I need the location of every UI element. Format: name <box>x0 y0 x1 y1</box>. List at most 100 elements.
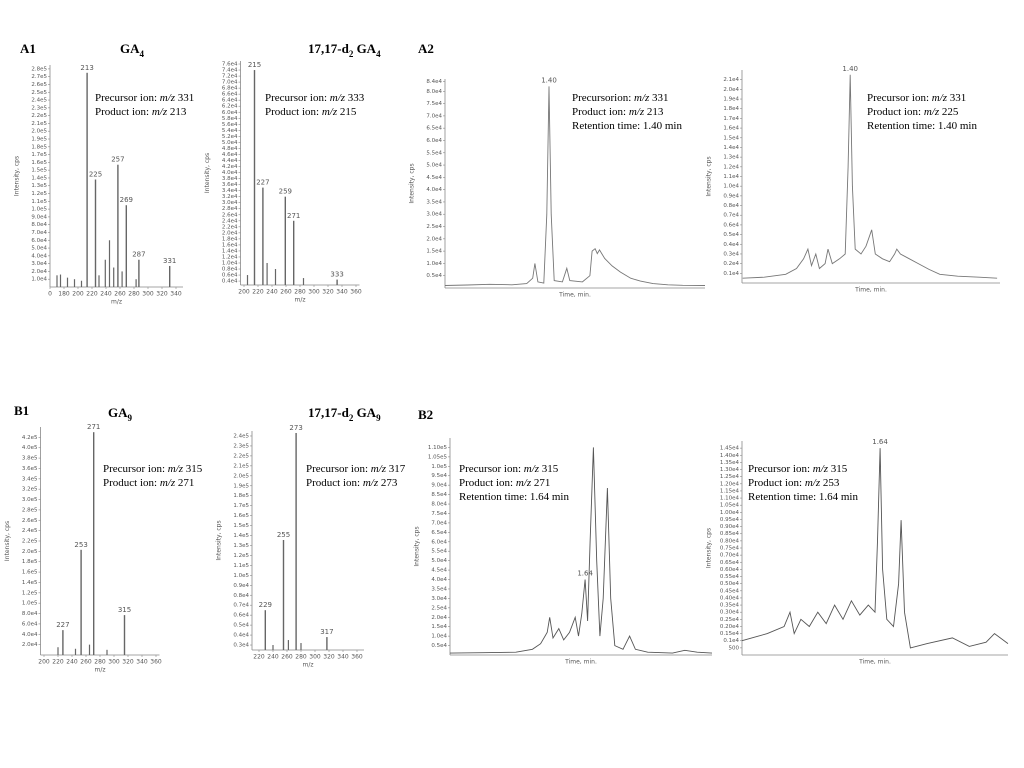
peak-label: 287 <box>132 251 145 259</box>
title-part: 9 <box>128 413 133 423</box>
title-part: GA <box>108 405 128 420</box>
y-tick-label: 6.2e4 <box>222 104 238 110</box>
y-tick-label: 1.4e4 <box>723 145 739 151</box>
note-part: 333 <box>345 92 365 104</box>
peak <box>264 610 266 650</box>
y-tick-label: 0.30e4 <box>720 610 740 616</box>
y-tick-label: 1.4e5 <box>233 533 249 539</box>
note: Retention time: 1.64 min <box>748 491 858 503</box>
y-tick-label: 5.6e4 <box>222 122 238 128</box>
y-tick-label: 3.8e4 <box>222 176 238 182</box>
y-tick-label: 4.8e4 <box>222 146 238 152</box>
note-part: Precursorion: <box>572 92 634 104</box>
note-part: Product ion: <box>572 106 629 118</box>
note-part: 213 <box>644 106 664 118</box>
x-tick-label: 240 <box>267 654 279 661</box>
y-tick-label: 4.0e5 <box>22 445 38 451</box>
note-part: m/z <box>330 92 346 104</box>
y-tick-label: 1.1e5 <box>31 199 47 205</box>
y-tick-label: 1.0e4 <box>426 261 442 267</box>
y-tick-label: 5.5e4 <box>431 549 447 555</box>
note-part: Precursor ion: <box>459 463 524 475</box>
minor-peak <box>246 275 249 285</box>
y-tick-label: 2.2e5 <box>22 539 38 545</box>
trace <box>444 86 706 286</box>
note: Product ion: m/z 213 <box>95 106 187 118</box>
note-part: Precursor ion: <box>306 463 371 475</box>
peak-label: 255 <box>277 531 290 539</box>
peak-label: 1.64 <box>577 570 593 578</box>
note-part: Product ion: <box>306 477 363 489</box>
y-tick-label: 5.0e4 <box>431 558 447 564</box>
y-tick-label: 0.70e4 <box>720 553 740 559</box>
y-axis-label: Intensity, cps <box>414 526 421 566</box>
y-tick-label: 6.5e4 <box>431 530 447 536</box>
y-tick-label: 1.0e5 <box>431 464 447 470</box>
y-tick-label: 0.5e4 <box>723 232 739 238</box>
y-tick-label: 2.4e4 <box>222 218 238 224</box>
peak-label: 1.64 <box>872 438 888 446</box>
y-axis-label: Intensity, cps <box>706 528 713 568</box>
x-tick-label: 0 <box>48 291 52 298</box>
minor-peak <box>104 259 106 287</box>
panel-label: A2 <box>418 41 434 56</box>
y-tick-label: 1.3e5 <box>233 543 249 549</box>
title-part: 2 <box>349 49 354 59</box>
peak <box>336 279 338 285</box>
x-tick-label: 320 <box>322 289 334 296</box>
y-tick-label: 6.5e4 <box>426 126 442 132</box>
note: Retention time: 1.40 min <box>572 120 682 132</box>
peak-label: 257 <box>111 156 124 164</box>
trace <box>741 448 1009 649</box>
x-tick-label: 260 <box>280 289 292 296</box>
y-tick-label: 2.0e4 <box>31 269 47 275</box>
y-tick-label: 500 <box>729 645 740 651</box>
x-tick-label: 300 <box>308 289 320 296</box>
note-part: m/z <box>152 106 168 118</box>
peak-label: 259 <box>279 188 292 196</box>
y-tick-label: 1.8e5 <box>22 559 38 565</box>
y-tick-label: 2.1e5 <box>233 463 249 469</box>
y-tick-label: 4.0e4 <box>31 253 47 259</box>
note-part: m/z <box>363 477 379 489</box>
y-tick-label: 2.5e4 <box>431 605 447 611</box>
y-tick-label: 1.6e5 <box>233 513 249 519</box>
note: Retention time: 1.40 min <box>867 120 977 132</box>
title-part: GA <box>120 41 140 56</box>
x-tick-label: 240 <box>266 289 278 296</box>
note-part: m/z <box>168 463 184 475</box>
y-tick-label: 9.5e4 <box>431 473 447 479</box>
x-tick-label: 240 <box>66 659 78 666</box>
note-part: Retention time: 1.64 min <box>459 491 569 503</box>
y-tick-label: 3.0e4 <box>431 596 447 602</box>
panel-label: B1 <box>14 403 29 418</box>
y-tick-label: 0.40e4 <box>720 595 740 601</box>
y-tick-label: 2.0e4 <box>426 236 442 242</box>
y-tick-label: 5.5e4 <box>426 150 442 156</box>
note-part: m/z <box>160 92 176 104</box>
y-tick-label: 1.3e4 <box>723 155 739 161</box>
y-tick-label: 0.3e4 <box>723 251 739 257</box>
panel-title: 17,17-d2 GA9 <box>308 405 381 423</box>
y-axis-label: Intensity, cps <box>409 163 416 203</box>
y-tick-label: 2.3e5 <box>31 105 47 111</box>
y-tick-label: 1.20e4 <box>720 481 740 487</box>
note-part: Precursor ion: <box>748 463 813 475</box>
note-part: 225 <box>939 106 959 118</box>
panel-label: B2 <box>418 407 433 422</box>
trace <box>449 447 713 654</box>
y-tick-label: 1.0e5 <box>31 207 47 213</box>
y-tick-label: 4.0e4 <box>22 632 38 638</box>
y-tick-label: 0.1e4 <box>723 638 739 644</box>
y-tick-label: 0.8e4 <box>233 593 249 599</box>
peak <box>117 164 119 287</box>
y-tick-label: 1.25e4 <box>720 474 740 480</box>
y-tick-label: 1.5e5 <box>233 523 249 529</box>
y-tick-label: 3.2e5 <box>22 487 38 493</box>
y-tick-label: 0.55e4 <box>720 574 740 580</box>
y-tick-label: 3.0e4 <box>31 261 47 267</box>
y-tick-label: 1.5e4 <box>431 624 447 630</box>
y-tick-label: 6.0e4 <box>22 621 38 627</box>
y-tick-label: 0.4e4 <box>222 279 238 285</box>
minor-peak <box>135 279 137 287</box>
